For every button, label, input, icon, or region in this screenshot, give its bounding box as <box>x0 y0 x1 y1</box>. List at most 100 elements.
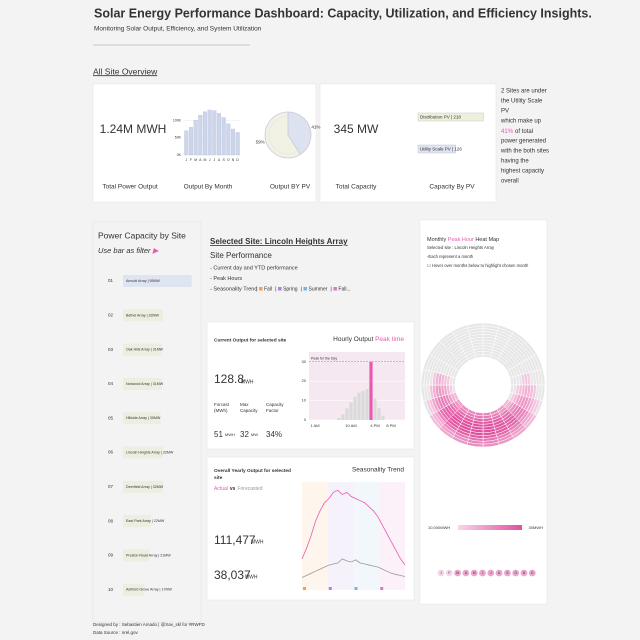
bar <box>337 418 341 420</box>
month-button[interactable] <box>504 569 511 577</box>
title-text: Heat Map <box>474 237 499 243</box>
bar <box>381 416 385 420</box>
bar[interactable] <box>123 275 192 287</box>
legend-swatch <box>278 287 282 291</box>
kpi-value: 1.24M MWH <box>100 122 167 136</box>
metric-label: Forcast (MWh) <box>214 402 230 413</box>
note-line: which make up <box>500 119 542 125</box>
bar[interactable] <box>123 583 145 596</box>
footer: Designed by : Sebastien Amado | @Xav_skl… <box>93 622 205 627</box>
forecast-value: 38,037 <box>214 568 251 582</box>
month-button[interactable] <box>512 569 520 577</box>
annotation: Peak for the Day <box>311 357 337 361</box>
bar <box>369 361 373 420</box>
month-button[interactable] <box>528 569 536 577</box>
separator: | <box>275 286 276 292</box>
bar <box>373 398 377 420</box>
legend: Actual vs Forecasted <box>214 486 263 492</box>
y-tick-label: 50K <box>175 136 182 140</box>
month-label: M <box>456 571 459 575</box>
rank: 04 <box>108 381 114 386</box>
rank: 06 <box>108 450 114 455</box>
bar <box>365 388 369 420</box>
x-tick-label: A <box>218 158 221 162</box>
y-tick-label: 10 <box>302 398 307 403</box>
card-title: Current Output for selected site <box>214 337 287 343</box>
bar <box>417 112 484 122</box>
legend-label: Spring <box>283 286 298 292</box>
month-button[interactable] <box>470 569 478 577</box>
x-tick-label: M <box>204 158 207 162</box>
bar[interactable] <box>123 377 162 390</box>
rank: 08 <box>108 518 114 523</box>
note-line: the Utility Scale <box>501 99 543 105</box>
bar[interactable] <box>123 412 161 425</box>
note-line: 2 Sites are under <box>501 89 547 95</box>
rank: 09 <box>108 553 114 558</box>
x-tick-label: A <box>199 158 202 162</box>
month-button[interactable] <box>445 569 453 577</box>
note-line: overall <box>501 179 519 185</box>
plot-area <box>309 352 405 420</box>
legend-joiner: vs <box>230 486 236 492</box>
separator: | <box>256 286 257 292</box>
x-tick-label: J <box>213 158 215 162</box>
season-marker <box>354 587 358 590</box>
note-text: of total <box>515 129 533 135</box>
note: ☐ Hover over months below to highlight c… <box>427 263 529 268</box>
note-line: with the both sites <box>500 149 549 155</box>
note-line: PV <box>501 109 509 115</box>
rank: 10 <box>108 587 114 592</box>
legend-actual: Actual <box>214 486 228 492</box>
x-tick-label: 10 AM <box>345 423 356 428</box>
current-value: 128.8 <box>214 372 244 386</box>
month-button[interactable] <box>520 569 528 577</box>
month-button[interactable] <box>462 569 470 577</box>
metric-label: Max Capacity <box>240 402 258 413</box>
bar[interactable] <box>123 549 150 562</box>
bar <box>207 109 212 156</box>
bar <box>345 408 349 420</box>
bar[interactable] <box>123 309 163 322</box>
metric-label-line: Max <box>240 402 249 407</box>
month-button[interactable] <box>495 569 503 577</box>
bar[interactable] <box>123 480 163 493</box>
bar[interactable] <box>123 515 151 528</box>
x-tick-label: F <box>190 158 192 162</box>
forecast-unit: MWH <box>245 574 258 580</box>
pie-slice <box>264 111 301 159</box>
note-line: power generated <box>501 139 546 145</box>
bar-label: East Park Array | 22MW <box>126 519 165 523</box>
metric-unit: MW <box>251 432 258 437</box>
legend-swatch <box>259 287 263 291</box>
bar-label: Norwood Array | 31MW <box>126 382 164 386</box>
bar[interactable] <box>123 446 163 459</box>
metric-unit: MWH <box>225 432 235 437</box>
y-tick-label: 20 <box>302 378 307 383</box>
selected-subheading: Site Performance <box>210 251 272 260</box>
x-tick-label: M <box>194 158 197 162</box>
separator: | <box>330 286 331 292</box>
legend-swatch <box>333 287 337 291</box>
bullet: - Current day and YTD performance <box>210 265 298 271</box>
season-marker <box>380 587 384 590</box>
heatmap-title: Monthly Peak Hour Heat Map <box>427 237 499 243</box>
hint-icon: ▶ <box>152 246 160 255</box>
metric-label-line: Factor <box>266 408 279 413</box>
bar[interactable] <box>123 343 162 356</box>
season-band <box>327 482 354 590</box>
rank: 01 <box>108 278 114 283</box>
title-text: Hourly Output <box>333 336 375 343</box>
month-button[interactable] <box>437 569 445 577</box>
bar <box>226 123 231 156</box>
title-line: site <box>214 475 223 481</box>
x-tick-label: 4 PM <box>370 423 379 428</box>
x-tick-label: J <box>209 158 211 162</box>
month-button[interactable] <box>454 569 461 577</box>
metric-label-line: Capacity <box>266 402 284 407</box>
metric-value: 51 MWH <box>214 430 235 439</box>
month-button[interactable] <box>479 569 486 577</box>
season-band <box>302 482 328 590</box>
month-button[interactable] <box>487 569 495 577</box>
